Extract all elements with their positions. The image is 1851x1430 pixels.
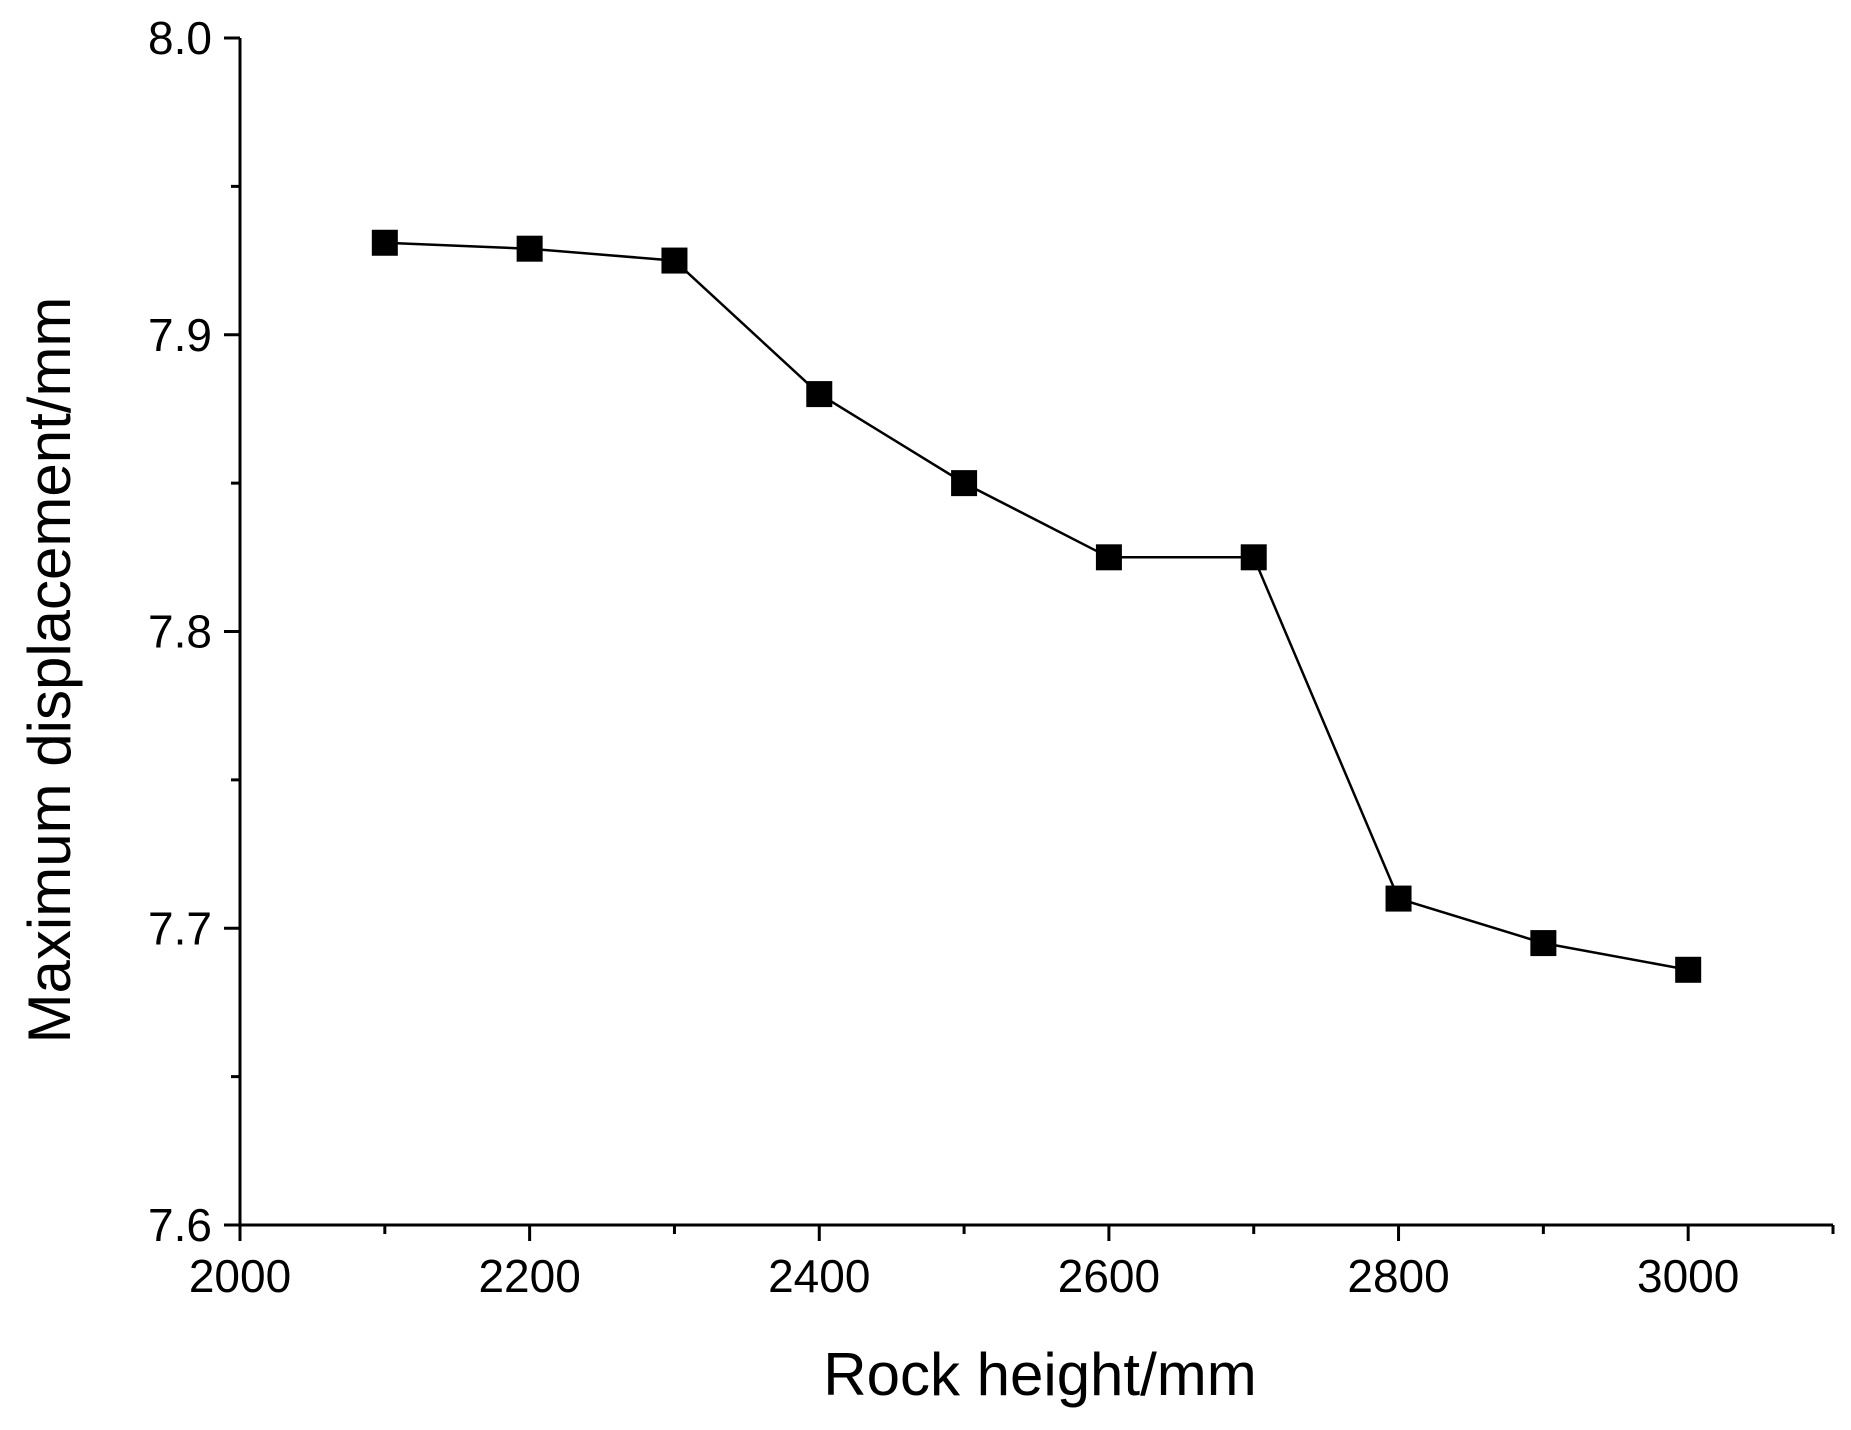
data-point-marker [1240, 544, 1267, 571]
data-point-marker [951, 470, 978, 497]
data-point-marker [1530, 930, 1557, 957]
data-point-marker [1095, 544, 1122, 571]
x-tick-label: 3000 [1637, 1250, 1739, 1302]
x-tick-label: 2400 [768, 1250, 870, 1302]
data-point-marker [1385, 885, 1412, 912]
x-tick-label: 2600 [1058, 1250, 1160, 1302]
data-point-marker [371, 229, 398, 256]
x-axis-title: Rock height/mm [823, 1341, 1256, 1408]
y-tick-label: 7.9 [148, 309, 212, 361]
x-tick-label: 2200 [478, 1250, 580, 1302]
y-tick-label: 7.7 [148, 902, 212, 954]
x-tick-label: 2000 [189, 1250, 291, 1302]
data-point-marker [806, 381, 833, 408]
markers [371, 229, 1702, 983]
data-point-marker [1675, 956, 1702, 983]
x-tick-label: 2800 [1347, 1250, 1449, 1302]
y-tick-label: 7.8 [148, 606, 212, 658]
series-line [384, 241, 1689, 972]
data-point-marker [661, 247, 688, 274]
y-tick-label: 8.0 [148, 12, 212, 64]
data-point-marker [516, 235, 543, 262]
y-axis-title: Maximum displacement/mm [16, 297, 83, 1044]
axes [238, 38, 1833, 1227]
ticks: 2000 2200 2400 2600 2800 3000 7.6 7.7 7.8 7.9 8.0 [148, 12, 1835, 1302]
y-tick-label: 7.6 [148, 1199, 212, 1251]
series [384, 241, 1689, 972]
